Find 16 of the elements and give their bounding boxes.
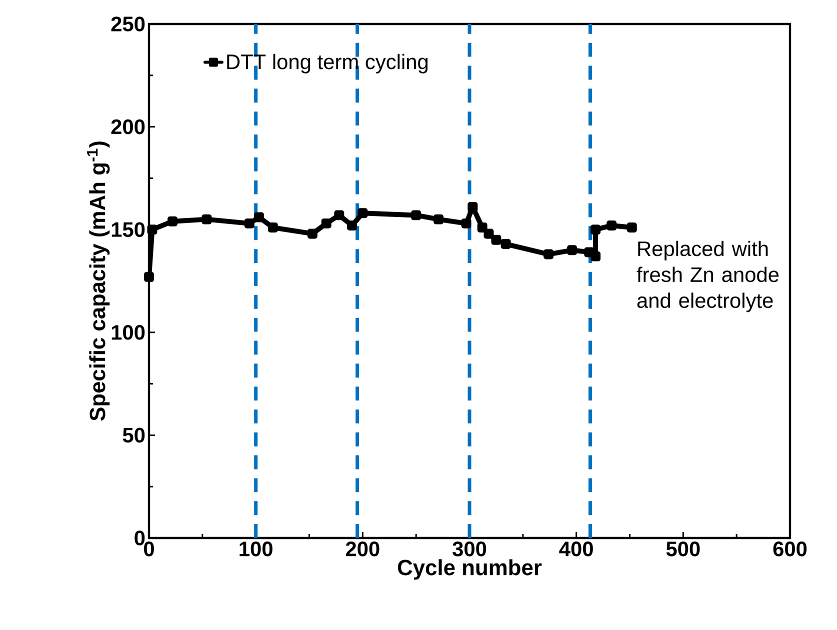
- x-axis-title: Cycle number: [398, 559, 542, 580]
- y-tick-label: 0: [134, 530, 145, 546]
- y-tick-label: 200: [111, 119, 145, 134]
- y-tick-label: 150: [112, 222, 145, 237]
- y-tick-label: 100: [112, 324, 145, 340]
- y-axis-title: Specific capacity (mAh g$^{-1}$): [87, 142, 110, 421]
- legend-label: DTT long term cycling: [227, 54, 428, 74]
- y-tick-label: 50: [122, 428, 145, 443]
- y-tick-label: 250: [111, 16, 145, 32]
- x-tick-label: 300: [452, 542, 486, 556]
- annotation: Replaced with fresh Zn anode and electrolyte: [636, 240, 779, 312]
- x-tick-label: 600: [773, 542, 807, 556]
- x-tick-label: 200: [346, 542, 380, 556]
- x-tick-label: 500: [666, 542, 700, 556]
- x-tick-label: 100: [240, 542, 272, 556]
- x-tick-label: 400: [559, 542, 593, 556]
